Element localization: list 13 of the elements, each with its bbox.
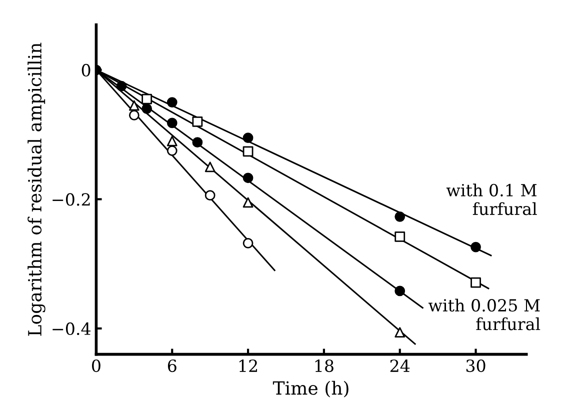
y-axis-title: Logarithm of residual ampicillin bbox=[28, 42, 46, 336]
x-tick-label: 24 bbox=[390, 359, 410, 372]
y-tick-label: 0 bbox=[82, 64, 90, 77]
x-tick-label: 0 bbox=[92, 359, 100, 372]
y-tick-label: −0.4 bbox=[52, 322, 91, 336]
x-tick-label: 12 bbox=[239, 359, 258, 372]
x-tick-label: 30 bbox=[466, 359, 486, 372]
x-tick-label: 18 bbox=[315, 359, 334, 372]
x-tick-label: 6 bbox=[168, 359, 176, 372]
annotation: with 0.025 M furfural bbox=[428, 298, 540, 330]
x-axis-title: Time (h) bbox=[272, 380, 348, 398]
y-tick-label: −0.2 bbox=[52, 193, 90, 206]
annotation: with 0.1 M furfural bbox=[446, 184, 537, 216]
